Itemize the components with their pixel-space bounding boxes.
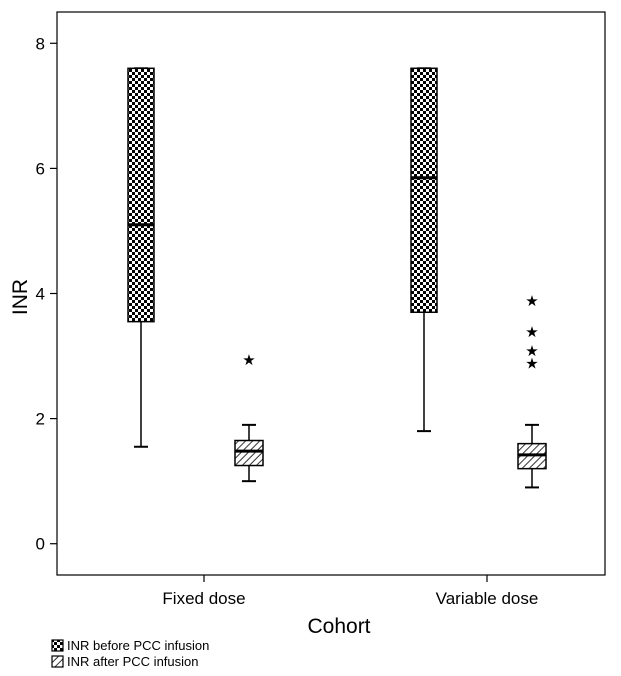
outlier-marker: ★ xyxy=(242,351,255,369)
y-axis-title: INR xyxy=(9,279,32,315)
outlier-marker: ★ xyxy=(525,342,538,360)
axes: 0 2 4 6 8 Fixed dose Variable dose xyxy=(36,34,539,608)
outlier-marker: ★ xyxy=(525,292,538,310)
x-tick-label: Fixed dose xyxy=(162,589,245,608)
y-tick-label: 6 xyxy=(36,159,45,178)
box xyxy=(234,439,264,467)
box xyxy=(127,67,155,323)
legend-label: INR after PCC infusion xyxy=(67,654,199,669)
y-tick-label: 2 xyxy=(36,410,45,429)
x-tick-label: Variable dose xyxy=(436,589,539,608)
legend-swatch xyxy=(51,655,64,668)
y-tick-label: 0 xyxy=(36,535,45,554)
legend-label: INR before PCC infusion xyxy=(67,638,209,653)
outlier-marker: ★ xyxy=(525,323,538,341)
y-tick-label: 4 xyxy=(36,285,45,304)
x-axis-title: Cohort xyxy=(307,615,370,638)
y-tick-label: 8 xyxy=(36,34,45,53)
box xyxy=(410,67,438,314)
outlier-marker: ★ xyxy=(525,354,538,372)
plot-marks: ★ ★★★★ xyxy=(127,67,547,489)
legend-swatch xyxy=(51,639,64,652)
